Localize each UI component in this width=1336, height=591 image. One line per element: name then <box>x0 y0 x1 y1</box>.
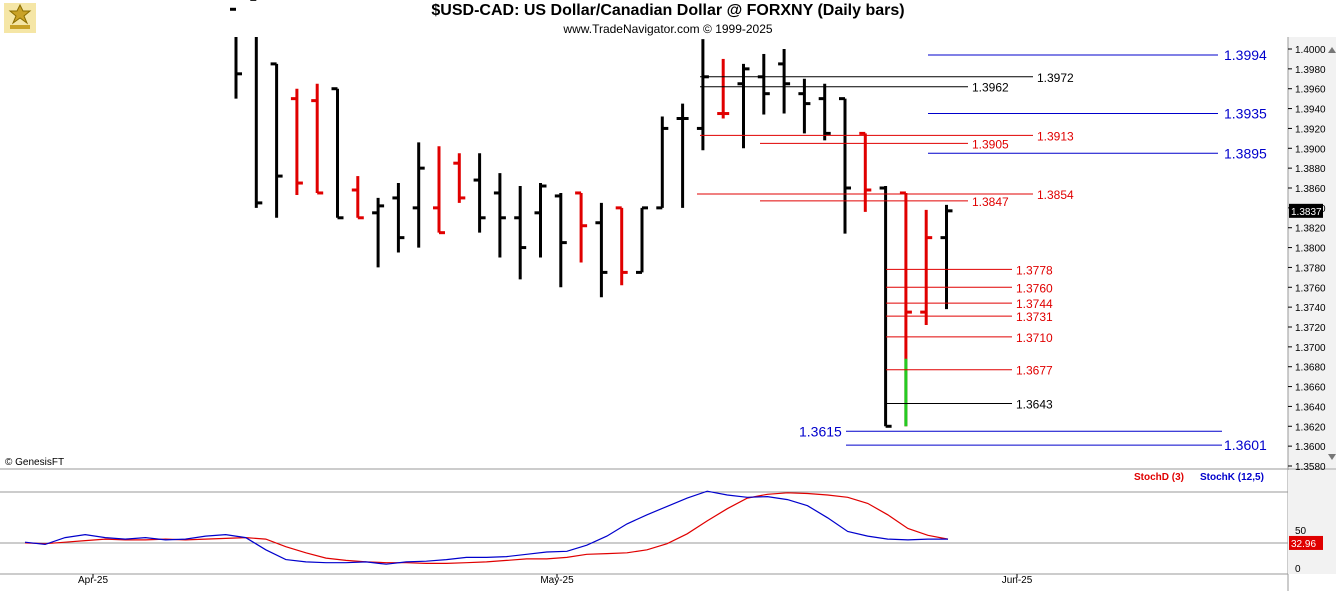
price-tick-label: 1.3620 <box>1295 422 1326 433</box>
price-tick-label: 1.3680 <box>1295 363 1326 374</box>
price-tick-label: 1.3600 <box>1295 442 1326 453</box>
level-label: 1.3962 <box>972 81 1009 95</box>
level-label: 1.3778 <box>1016 263 1053 277</box>
level-lines: 1.3994 1.3972 1.3962 1.3935 1.3913 1.3905 1.38… <box>697 47 1267 453</box>
main-plot-area <box>0 37 1288 468</box>
level-label: 1.3905 <box>972 137 1009 151</box>
level-label: 1.3972 <box>1037 71 1074 85</box>
price-tick-label: 1.3580 <box>1295 462 1326 473</box>
date-tick-label: May-25 <box>540 575 574 586</box>
level-label: 1.3913 <box>1037 129 1074 143</box>
copyright-label: © GenesisFT <box>5 457 65 468</box>
main-chart-panel <box>0 37 1336 470</box>
price-tick-label: 1.3760 <box>1295 283 1326 294</box>
price-axis: 1.4000 1.3980 1.3960 1.3940 1.3920 1.3900 1.38… <box>1287 37 1336 591</box>
last-price-tag <box>1289 203 1323 218</box>
stochd-line <box>24 492 949 565</box>
level-label: 1.3760 <box>1016 281 1053 295</box>
level-label: 1.3615 <box>799 423 842 439</box>
price-tick-label: 1.3640 <box>1295 402 1326 413</box>
level-label: 1.3854 <box>1037 188 1074 202</box>
level-label: 1.3895 <box>1224 145 1267 161</box>
stoch-tick-label: 0 <box>1295 564 1301 575</box>
chart-title: $USD-CAD: US Dollar/Canadian Dollar @ FO… <box>431 2 905 19</box>
stochastic-panel: 50 0 32.96 <box>0 470 1336 575</box>
trade-navigator-logo-icon <box>4 3 36 33</box>
level-label: 1.3935 <box>1224 106 1267 122</box>
level-label: 1.3601 <box>1224 437 1267 453</box>
price-tick-label: 1.3800 <box>1295 244 1326 255</box>
date-axis: Apr-25 May-25 Jun-25 <box>0 573 1288 586</box>
level-label: 1.3994 <box>1224 47 1267 63</box>
price-tick-label: 1.4000 <box>1295 45 1326 56</box>
level-label: 1.3744 <box>1016 297 1053 311</box>
stoch-last-label: 32.96 <box>1291 539 1316 550</box>
price-tick-label: 1.3660 <box>1295 383 1326 394</box>
level-label: 1.3677 <box>1016 364 1053 378</box>
price-tick-label: 1.3780 <box>1295 263 1326 274</box>
price-tick-label: 1.3940 <box>1295 105 1326 116</box>
date-tick-label: Apr-25 <box>78 575 108 586</box>
scroll-up-icon <box>1328 47 1336 53</box>
price-tick-label: 1.3900 <box>1295 144 1326 155</box>
stochk-legend: StochK (12,5) <box>1200 472 1264 483</box>
stoch-axis-bg <box>1288 470 1336 574</box>
price-tick-label: 1.3860 <box>1295 184 1326 195</box>
level-label: 1.3731 <box>1016 310 1053 324</box>
price-tick-label: 1.3920 <box>1295 124 1326 135</box>
level-label: 1.3847 <box>972 195 1009 209</box>
chart-subtitle: www.TradeNavigator.com © 1999-2025 <box>563 22 773 36</box>
price-tick-label: 1.3720 <box>1295 323 1326 334</box>
last-price-label: 1.3837 <box>1291 207 1322 218</box>
price-tick-label: 1.3960 <box>1295 85 1326 96</box>
price-tick-label: 1.3880 <box>1295 164 1326 175</box>
level-label: 1.3710 <box>1016 331 1053 345</box>
stoch-tick-label: 50 <box>1295 526 1307 537</box>
price-tick-label: 1.3980 <box>1295 65 1326 76</box>
price-tick-label: 1.3740 <box>1295 303 1326 314</box>
scroll-down-icon <box>1328 454 1336 460</box>
date-tick-label: Jun-25 <box>1002 575 1033 586</box>
price-bars <box>230 0 953 428</box>
level-label: 1.3643 <box>1016 397 1053 411</box>
stoch-last-tag <box>1289 535 1323 550</box>
price-axis-bg <box>1288 37 1336 468</box>
price-tick-label: 1.3820 <box>1295 224 1326 235</box>
price-tick-label: 1.3700 <box>1295 343 1326 354</box>
stochk-line <box>24 490 948 565</box>
stochd-legend: StochD (3) <box>1134 472 1184 483</box>
